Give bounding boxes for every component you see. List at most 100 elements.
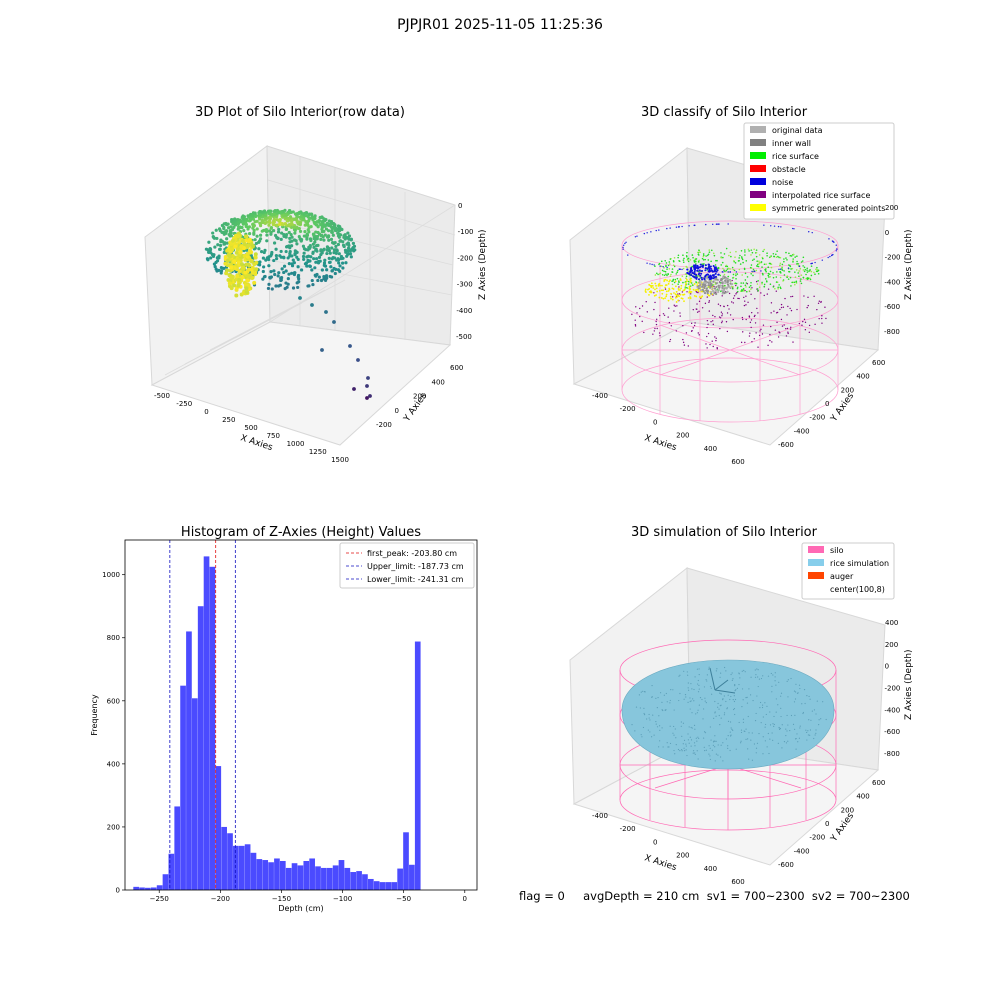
interpolated-point (785, 335, 788, 337)
rice-surface-point (676, 271, 678, 274)
noise-point (704, 267, 707, 270)
interpolated-point (698, 334, 700, 336)
scatter-point (297, 227, 301, 231)
rice-simulation-point (640, 691, 642, 693)
rice-surface-point (772, 276, 775, 279)
x-tick-label: 400 (704, 865, 717, 873)
rice-simulation-point (687, 701, 689, 703)
rice-simulation-point (780, 692, 783, 694)
symmetric-point (670, 292, 672, 295)
inner-wall-point (711, 287, 714, 290)
rice-surface-point (725, 247, 728, 250)
scatter-point (237, 277, 242, 282)
y-axis-label: Y Axies (829, 811, 857, 844)
interpolated-point (820, 300, 822, 303)
rice-simulation-point (685, 745, 687, 747)
rice-simulation-point (733, 695, 735, 697)
scatter-point (349, 255, 353, 259)
scatter-point (276, 274, 280, 278)
rice-surface-point (738, 260, 740, 262)
symmetric-point (658, 296, 661, 299)
rice-surface-point (712, 252, 715, 255)
rice-surface-point (739, 263, 742, 265)
rice-simulation-point (806, 731, 808, 734)
inner-wall-point (720, 281, 723, 284)
rice-simulation-point (774, 672, 776, 674)
rice-simulation-point (740, 742, 742, 744)
rice-simulation-point (818, 719, 820, 721)
rice-simulation-point (643, 712, 645, 715)
interpolated-point (707, 332, 710, 335)
rice-surface-point (755, 269, 758, 272)
interpolated-point (636, 312, 638, 314)
interpolated-point (824, 306, 826, 308)
interpolated-point (761, 333, 764, 335)
scatter-point (272, 241, 277, 245)
noise-point (714, 271, 717, 273)
histogram-bar (221, 826, 227, 890)
rice-surface-point (745, 286, 747, 288)
rice-surface-point (672, 278, 675, 281)
rice-surface-point (769, 283, 772, 286)
interpolated-point (817, 302, 820, 304)
rice-surface-point (747, 248, 750, 251)
symmetric-point (668, 287, 671, 290)
interpolated-point (753, 338, 756, 340)
interpolated-point (706, 326, 708, 329)
scatter-point (320, 233, 324, 237)
scatter-point (272, 222, 276, 226)
legend-swatch (750, 126, 766, 133)
scatter-point (254, 267, 259, 272)
rice-surface-point (783, 270, 785, 272)
inner-wall-point (724, 286, 727, 289)
rice-simulation-point (674, 753, 676, 755)
histogram-bar (145, 887, 151, 890)
interpolated-point (683, 344, 686, 346)
scatter-point (306, 223, 310, 227)
noise-point (711, 270, 714, 273)
legend-label: Upper_limit: -187.73 cm (367, 562, 464, 571)
rice-simulation-point (811, 710, 813, 712)
rice-surface-point (770, 266, 773, 269)
x-tick-label: 200 (676, 852, 689, 860)
symmetric-point (675, 290, 678, 293)
scatter-point (238, 249, 243, 254)
noise-point (827, 256, 829, 259)
x-tick-label: 1500 (331, 456, 349, 464)
rice-simulation-point (729, 698, 731, 701)
histogram-bar (262, 860, 269, 890)
scatter-point (322, 238, 326, 242)
rice-surface-point (753, 258, 755, 261)
scatter-point (311, 251, 315, 256)
rice-surface-point (725, 264, 728, 267)
histogram-bar (150, 887, 157, 890)
interpolated-point (663, 314, 666, 316)
rice-simulation-point (724, 666, 726, 669)
noise-point (690, 274, 693, 277)
rice-simulation-point (742, 718, 745, 720)
noise-point (708, 268, 711, 271)
rice-simulation-point (647, 729, 649, 731)
rice-simulation-point (769, 711, 771, 713)
scatter-point (291, 286, 296, 290)
rice-simulation-point (809, 698, 811, 700)
symmetric-point (649, 284, 652, 287)
interpolated-point (802, 320, 804, 323)
inner-wall-point (721, 276, 725, 279)
scatter-point (346, 246, 351, 250)
rice-simulation-point (719, 705, 721, 707)
inner-wall-point (726, 283, 730, 286)
interpolated-point (631, 313, 633, 316)
interpolated-point (670, 325, 673, 327)
inner-wall-point (704, 281, 707, 285)
scatter-point (284, 269, 288, 273)
scatter-point (323, 264, 328, 268)
scatter-point (347, 252, 351, 256)
rice-surface-point (678, 281, 680, 284)
rice-surface-point (796, 255, 798, 258)
scatter-point (308, 243, 312, 248)
scatter-point (297, 211, 301, 215)
rice-surface-point (757, 290, 759, 292)
rice-simulation-point (711, 693, 713, 695)
rice-surface-point (769, 275, 772, 278)
